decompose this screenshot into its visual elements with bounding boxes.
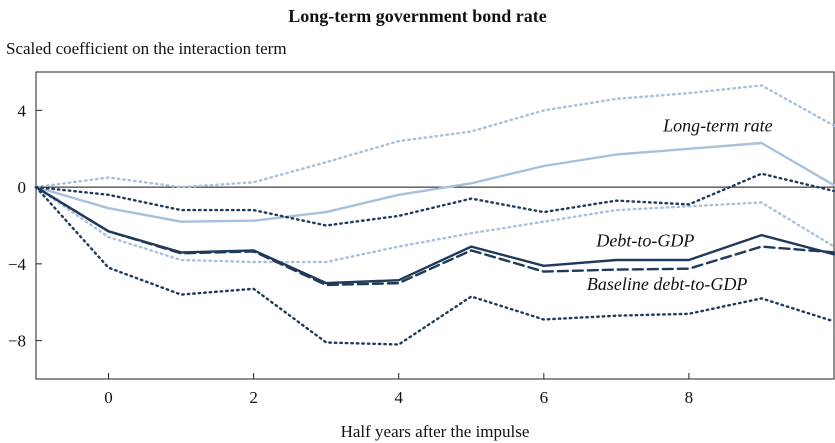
x-tick-label: 0: [104, 388, 113, 407]
series-line-1: [34, 141, 835, 223]
chart-subtitle: Scaled coefficient on the interaction te…: [6, 39, 287, 58]
series-annotation: Long-term rate: [662, 115, 773, 135]
series-line-4: [34, 185, 835, 285]
series-annotation: Debt-to-GDP: [595, 231, 694, 251]
x-tick-label: 4: [394, 388, 403, 407]
series-annotation: Baseline debt-to-GDP: [587, 274, 747, 294]
series-line-7: [34, 185, 835, 346]
x-axis-label: Half years after the impulse: [341, 422, 530, 441]
plot-frame: [35, 71, 835, 380]
x-tick-label: 6: [540, 388, 549, 407]
series-line-5: [34, 185, 835, 287]
series-line-2: [34, 84, 835, 189]
x-tick-label: 8: [685, 388, 694, 407]
y-tick-label: 0: [18, 178, 27, 197]
y-tick-label: −4: [8, 255, 27, 274]
x-tick-label: 2: [249, 388, 258, 407]
y-tick-label: 4: [18, 101, 27, 120]
y-tick-label: −8: [8, 332, 26, 351]
series-line-3: [34, 185, 835, 264]
chart-title: Long-term government bond rate: [288, 6, 547, 26]
